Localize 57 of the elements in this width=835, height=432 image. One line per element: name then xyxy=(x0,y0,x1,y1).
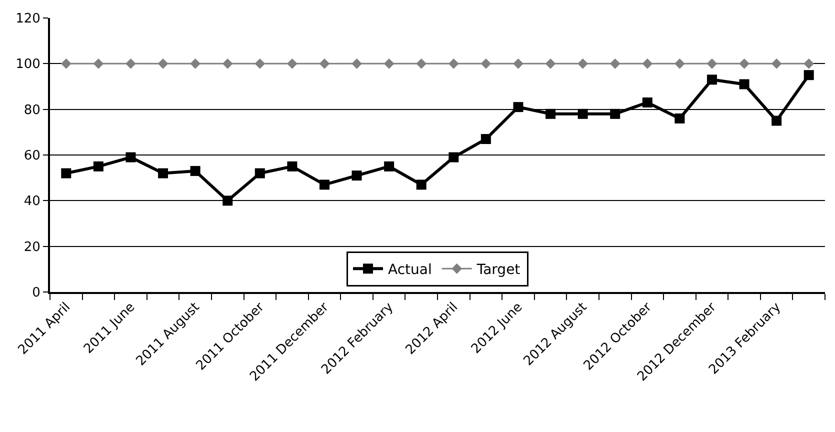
point xyxy=(642,58,653,69)
point xyxy=(384,58,394,69)
y-tick-label: 20 xyxy=(24,240,40,255)
point xyxy=(61,168,72,178)
point xyxy=(158,168,168,178)
point xyxy=(190,166,200,176)
point xyxy=(480,134,491,144)
point xyxy=(222,196,233,206)
point xyxy=(771,58,782,69)
point xyxy=(739,79,750,90)
point xyxy=(578,108,588,119)
point xyxy=(480,58,492,69)
point xyxy=(642,97,652,108)
point xyxy=(578,58,588,69)
point xyxy=(545,58,556,69)
point xyxy=(319,58,330,69)
point xyxy=(416,58,427,69)
point xyxy=(60,58,72,69)
point xyxy=(93,161,104,172)
point xyxy=(674,58,685,69)
y-tick-label: 120 xyxy=(16,12,40,27)
point xyxy=(319,180,330,190)
point xyxy=(706,74,717,85)
point xyxy=(448,58,459,69)
y-tick-label: 100 xyxy=(16,57,40,72)
point xyxy=(804,70,814,80)
y-tick-label: 0 xyxy=(32,286,40,301)
point xyxy=(674,113,685,124)
point xyxy=(610,108,620,119)
point xyxy=(93,58,104,69)
point xyxy=(384,161,394,172)
point xyxy=(126,58,136,69)
point xyxy=(287,161,298,172)
point xyxy=(772,116,782,126)
point xyxy=(546,108,556,119)
point xyxy=(158,58,168,69)
point xyxy=(706,58,718,69)
y-tick-label: 60 xyxy=(24,148,40,164)
point xyxy=(804,58,814,69)
point xyxy=(352,58,362,69)
point xyxy=(286,58,298,69)
point xyxy=(739,58,750,69)
point xyxy=(513,58,524,69)
point xyxy=(448,152,459,162)
point xyxy=(416,180,426,190)
point xyxy=(352,170,362,181)
point xyxy=(254,168,265,178)
point xyxy=(222,58,233,69)
point xyxy=(126,152,136,162)
point xyxy=(190,58,201,69)
legend-label: Target xyxy=(476,262,521,278)
legend-label: Actual xyxy=(388,262,432,278)
point xyxy=(254,58,266,69)
point xyxy=(513,102,524,112)
y-tick-label: 40 xyxy=(24,194,40,210)
y-tick-label: 80 xyxy=(24,102,40,118)
point xyxy=(610,58,620,69)
